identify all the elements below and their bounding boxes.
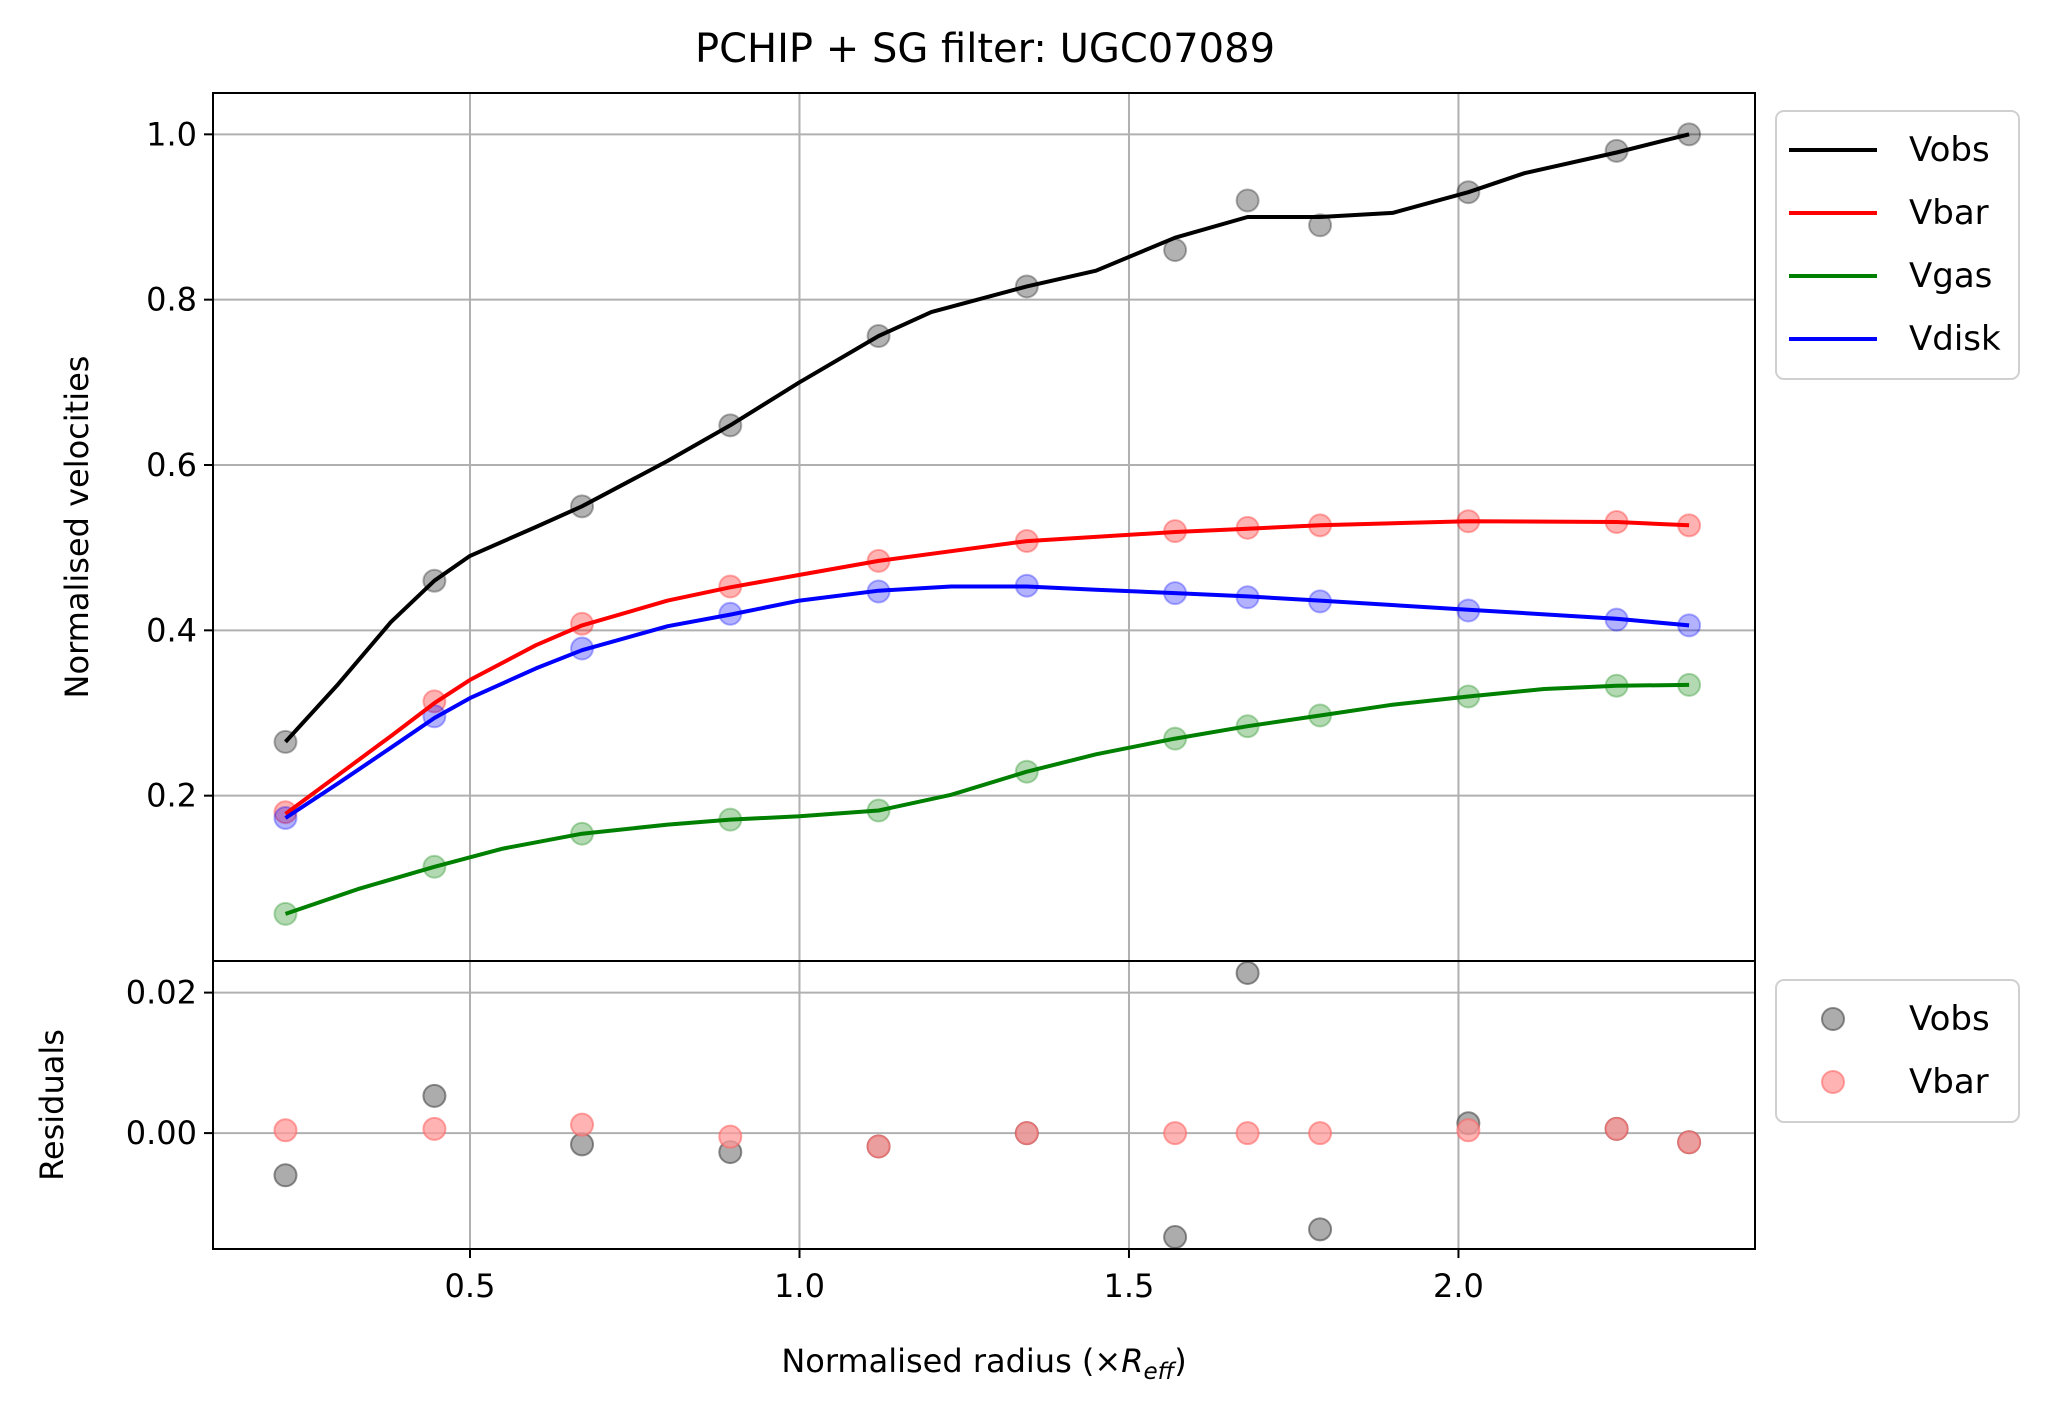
residual-legend: Vobs Vbar [1775, 979, 2020, 1123]
vobs-residual-point [1308, 1217, 1333, 1242]
vbar-residual-point [718, 1124, 743, 1149]
vbar-residual-point [1235, 1121, 1260, 1146]
residual-legend-label-vbar: Vbar [1909, 1062, 1989, 1102]
vdisk-fit-line [284, 584, 1690, 820]
x-tick-label: 1.5 [1104, 1267, 1155, 1305]
x-axis-label: Normalised radius (×Reff) [781, 1342, 1186, 1385]
vbar-fit-line [284, 519, 1690, 816]
legend-label-vbar: Vbar [1909, 193, 1989, 233]
x-axis-label-main: Normalised radius (× [781, 1342, 1121, 1380]
legend-marker-vobs [1821, 1007, 1845, 1031]
top-grid [213, 93, 1755, 961]
residual-plot-frame [212, 960, 1756, 1250]
top-y-tick-label: 0.4 [146, 611, 197, 649]
x-axis-label-subscript: eff [1143, 1359, 1176, 1385]
vbar-residual-point [1308, 1121, 1333, 1146]
vgas-fit-line [284, 682, 1690, 916]
vobs-residual-point [422, 1083, 447, 1108]
vbar-residual-point [1456, 1118, 1481, 1143]
top-series-layer [273, 122, 1702, 926]
chart-title: PCHIP + SG filter: UGC07089 [695, 26, 1275, 72]
vgas-data-point [273, 901, 298, 926]
residual-legend-label-vobs: Vobs [1909, 999, 1990, 1039]
vbar-residual-point [1677, 1130, 1702, 1155]
top-y-tick-label: 1.0 [146, 115, 197, 153]
top-y-axis-label: Normalised velocities [58, 356, 96, 699]
bottom-grid [213, 961, 1755, 1249]
x-tick-label: 2.0 [1433, 1267, 1484, 1305]
legend-label-vobs: Vobs [1909, 130, 1990, 170]
legend-label-vdisk: Vdisk [1909, 319, 2001, 359]
vbar-residual-point [422, 1116, 447, 1141]
vbar-residual-point [1163, 1121, 1188, 1146]
residual-y-tick-label: 0.02 [126, 974, 197, 1012]
vobs-data-point [1308, 213, 1333, 238]
top-y-tick-label: 0.8 [146, 281, 197, 319]
x-tick-label: 1.0 [774, 1267, 825, 1305]
x-axis-label-close: ) [1174, 1342, 1186, 1380]
vobs-data-point [1235, 188, 1260, 213]
axis-ticks: 0.5 1.0 1.5 2.0 0.2 0.4 0.6 0.8 1.0 0.00 0.02 [126, 115, 1484, 1305]
vobs-residual-point [1235, 960, 1260, 985]
vbar-residual-point [1014, 1121, 1039, 1146]
top-legend: Vobs Vbar Vgas Vdisk [1775, 110, 2020, 380]
vbar-residual-point [1604, 1116, 1629, 1141]
vobs-residual-point [1163, 1225, 1188, 1250]
top-legend-box [1775, 110, 2020, 380]
legend-marker-vbar [1821, 1070, 1845, 1094]
top-y-tick-label: 0.6 [146, 446, 197, 484]
x-tick-label: 0.5 [445, 1267, 496, 1305]
vbar-residual-point [570, 1112, 595, 1137]
top-y-tick-label: 0.2 [146, 777, 197, 815]
legend-label-vgas: Vgas [1909, 256, 1992, 296]
residual-series-layer [273, 960, 1702, 1250]
residual-y-tick-label: 0.00 [126, 1114, 197, 1152]
vbar-residual-point [273, 1118, 298, 1143]
residual-y-axis-label: Residuals [33, 1029, 71, 1181]
vobs-residual-point [273, 1163, 298, 1188]
x-axis-label-symbol: R [1121, 1342, 1143, 1380]
vbar-residual-point [866, 1134, 891, 1159]
vobs-fit-line [284, 132, 1690, 744]
